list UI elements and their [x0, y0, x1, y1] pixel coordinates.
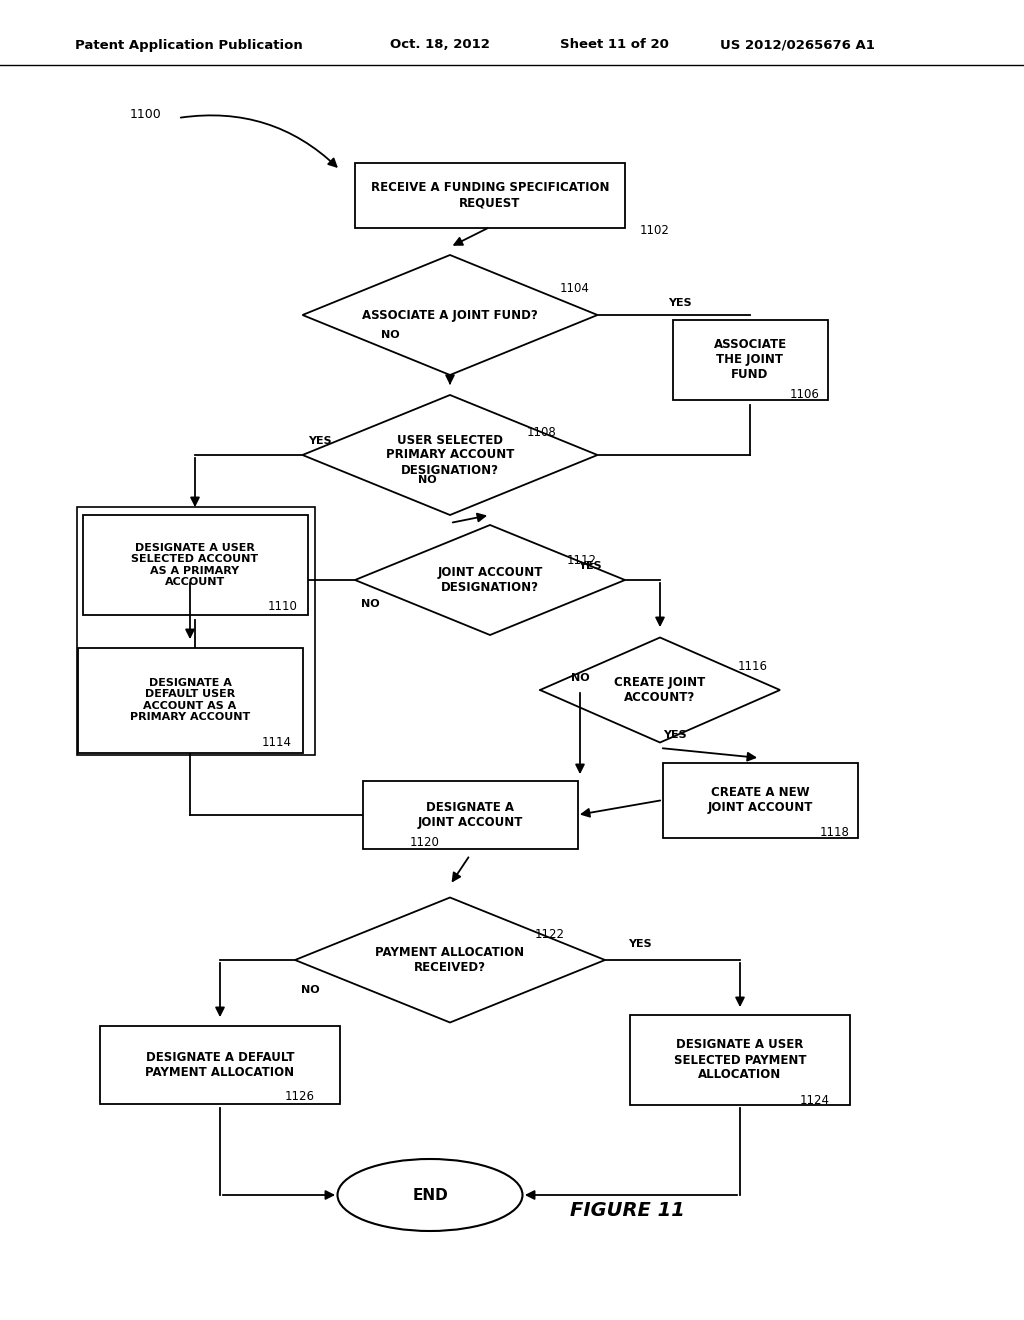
- Text: 1114: 1114: [262, 737, 292, 750]
- Polygon shape: [302, 255, 597, 375]
- Text: CREATE JOINT
ACCOUNT?: CREATE JOINT ACCOUNT?: [614, 676, 706, 704]
- Text: NO: NO: [570, 673, 590, 682]
- Bar: [673, 319, 827, 400]
- Polygon shape: [302, 395, 597, 515]
- Polygon shape: [540, 638, 780, 742]
- Text: 1118: 1118: [820, 825, 850, 838]
- Bar: [83, 515, 307, 615]
- Bar: [630, 1015, 850, 1105]
- Text: 1116: 1116: [738, 660, 768, 673]
- Text: DESIGNATE A USER
SELECTED PAYMENT
ALLOCATION: DESIGNATE A USER SELECTED PAYMENT ALLOCA…: [674, 1039, 806, 1081]
- Text: CREATE A NEW
JOINT ACCOUNT: CREATE A NEW JOINT ACCOUNT: [708, 785, 813, 814]
- Bar: [362, 781, 578, 849]
- Text: 1102: 1102: [640, 223, 670, 236]
- Bar: [663, 763, 857, 837]
- Text: END: END: [412, 1188, 447, 1203]
- Bar: [355, 162, 625, 227]
- Polygon shape: [295, 898, 605, 1023]
- Text: YES: YES: [664, 730, 687, 741]
- Text: Oct. 18, 2012: Oct. 18, 2012: [390, 38, 489, 51]
- Text: NO: NO: [418, 475, 436, 484]
- Text: YES: YES: [579, 561, 602, 572]
- Bar: [77, 507, 315, 755]
- Text: US 2012/0265676 A1: US 2012/0265676 A1: [720, 38, 874, 51]
- Text: DESIGNATE A
JOINT ACCOUNT: DESIGNATE A JOINT ACCOUNT: [418, 801, 522, 829]
- Text: NO: NO: [360, 599, 379, 609]
- Text: 1112: 1112: [567, 553, 597, 566]
- Text: JOINT ACCOUNT
DESIGNATION?: JOINT ACCOUNT DESIGNATION?: [437, 566, 543, 594]
- Text: FIGURE 11: FIGURE 11: [570, 1200, 685, 1220]
- Polygon shape: [355, 525, 625, 635]
- Text: YES: YES: [308, 436, 332, 446]
- Text: DESIGNATE A DEFAULT
PAYMENT ALLOCATION: DESIGNATE A DEFAULT PAYMENT ALLOCATION: [145, 1051, 295, 1078]
- Text: 1120: 1120: [410, 837, 440, 850]
- Text: 1110: 1110: [268, 601, 298, 614]
- Text: RECEIVE A FUNDING SPECIFICATION
REQUEST: RECEIVE A FUNDING SPECIFICATION REQUEST: [371, 181, 609, 209]
- Text: 1100: 1100: [130, 108, 162, 121]
- Text: DESIGNATE A
DEFAULT USER
ACCOUNT AS A
PRIMARY ACCOUNT: DESIGNATE A DEFAULT USER ACCOUNT AS A PR…: [130, 677, 250, 722]
- Text: YES: YES: [628, 939, 652, 949]
- Text: YES: YES: [669, 298, 692, 308]
- Text: 1106: 1106: [790, 388, 820, 401]
- Bar: [78, 648, 302, 752]
- Text: NO: NO: [301, 985, 319, 995]
- Text: 1126: 1126: [285, 1090, 315, 1104]
- Text: ASSOCIATE
THE JOINT
FUND: ASSOCIATE THE JOINT FUND: [714, 338, 786, 381]
- Text: 1104: 1104: [560, 281, 590, 294]
- Text: 1108: 1108: [527, 425, 557, 438]
- Text: PAYMENT ALLOCATION
RECEIVED?: PAYMENT ALLOCATION RECEIVED?: [376, 946, 524, 974]
- Text: NO: NO: [381, 330, 399, 341]
- Bar: [100, 1026, 340, 1104]
- Text: USER SELECTED
PRIMARY ACCOUNT
DESIGNATION?: USER SELECTED PRIMARY ACCOUNT DESIGNATIO…: [386, 433, 514, 477]
- Ellipse shape: [338, 1159, 522, 1232]
- Text: Patent Application Publication: Patent Application Publication: [75, 38, 303, 51]
- Text: 1122: 1122: [535, 928, 565, 941]
- Text: Sheet 11 of 20: Sheet 11 of 20: [560, 38, 669, 51]
- Text: 1124: 1124: [800, 1093, 830, 1106]
- Text: ASSOCIATE A JOINT FUND?: ASSOCIATE A JOINT FUND?: [362, 309, 538, 322]
- Text: DESIGNATE A USER
SELECTED ACCOUNT
AS A PRIMARY
ACCOUNT: DESIGNATE A USER SELECTED ACCOUNT AS A P…: [131, 543, 259, 587]
